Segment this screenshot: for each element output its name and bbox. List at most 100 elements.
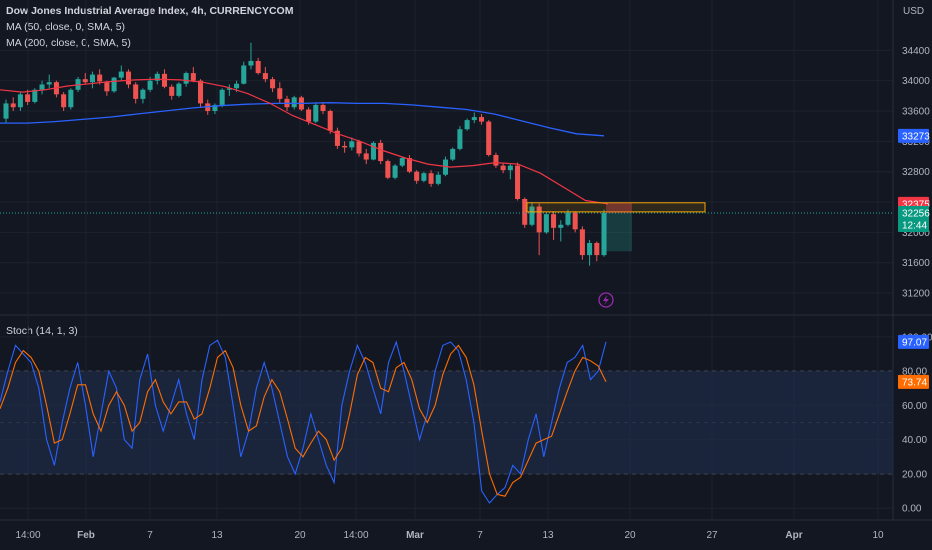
candle-body — [515, 165, 521, 199]
candle-body — [543, 214, 549, 233]
time-tick-label: 13 — [211, 530, 223, 541]
candle-body — [435, 174, 441, 184]
candle-body — [82, 79, 88, 83]
candles — [3, 42, 607, 266]
candle-body — [601, 212, 607, 256]
stoch-tag-value: 73.74 — [902, 377, 927, 388]
candle-body — [579, 229, 585, 256]
time-tick-label: 13 — [542, 530, 554, 541]
candle-body — [457, 129, 463, 149]
candle-body — [17, 94, 23, 108]
stoch-legend-label: Stoch (14, 1, 3) — [6, 325, 78, 337]
ma50-line — [0, 78, 609, 205]
candle-body — [306, 109, 312, 122]
time-tick-label: 10 — [872, 530, 884, 541]
candle-body — [176, 83, 182, 96]
target-zone — [606, 212, 632, 252]
candle-body — [140, 89, 146, 99]
stoch-tick-label: 40.00 — [902, 435, 927, 446]
candle-body — [3, 103, 9, 119]
time-tick-label: 20 — [294, 530, 306, 541]
candle-body — [262, 73, 268, 80]
candle-body — [190, 73, 196, 81]
candle-body — [248, 60, 254, 66]
stoch-legend[interactable]: Stoch (14, 1, 3) — [6, 325, 78, 337]
price-tag-value: 33273 — [902, 131, 930, 142]
candle-body — [39, 84, 45, 90]
price-axis[interactable]: 3440034000336003320032800324003200031600… — [898, 46, 932, 515]
price-tick-label: 32800 — [902, 167, 930, 178]
candle-body — [342, 145, 348, 148]
candle-body — [464, 120, 470, 130]
candle-body — [68, 89, 74, 108]
stoch-tick-label: 0.00 — [902, 504, 922, 515]
candle-body — [428, 173, 434, 184]
time-tick-label: 7 — [147, 530, 153, 541]
candle-body — [594, 242, 600, 256]
ma50-legend-label: MA (50, close, 0, SMA, 5) — [6, 21, 126, 33]
candle-body — [111, 77, 117, 92]
candle-body — [486, 121, 492, 156]
candle-body — [10, 103, 16, 108]
ma200-legend[interactable]: MA (200, close, 0, SMA, 5) — [6, 37, 131, 49]
price-tick-label: 33600 — [902, 107, 930, 118]
candle-body — [370, 142, 376, 160]
candle-body — [450, 148, 456, 160]
candle-body — [507, 165, 513, 171]
currency-label: USD — [903, 6, 924, 17]
price-tag-value: 32375 — [902, 199, 930, 210]
price-tag-last — [898, 205, 929, 232]
time-tick-label: 27 — [706, 530, 718, 541]
candle-body — [378, 142, 384, 162]
stoch-band — [0, 371, 893, 474]
price-tick-label: 34000 — [902, 76, 930, 87]
stoch-tick-label: 80.00 — [902, 367, 927, 378]
candle-body — [313, 104, 319, 122]
candle-body — [551, 214, 557, 228]
stoch-d-tag — [898, 374, 929, 389]
candle-body — [154, 73, 160, 81]
candle-body — [89, 74, 95, 83]
time-tick-label: 7 — [477, 530, 483, 541]
candle-countdown: 12:44 — [902, 220, 927, 231]
candle-body — [399, 158, 405, 166]
candle-body — [118, 71, 124, 78]
candle-body — [421, 173, 427, 181]
time-tick-label: Apr — [785, 530, 802, 541]
candle-body — [414, 171, 420, 181]
candle-body — [161, 73, 168, 87]
candle-body — [522, 198, 528, 225]
candle-body — [558, 224, 564, 228]
candle-body — [536, 206, 542, 233]
candle-body — [363, 153, 369, 160]
time-axis[interactable]: 14:00 Feb 7 13 20 14:00 Mar 7 13 20 27 Apr 10 — [15, 530, 884, 541]
candle-body — [183, 73, 189, 84]
time-tick-label: Mar — [406, 530, 424, 541]
price-tick-label: 34400 — [902, 46, 930, 57]
candle-body — [334, 130, 340, 146]
stoch-tag-value: 97.07 — [902, 337, 927, 348]
candle-body — [147, 80, 153, 90]
candle-body — [442, 159, 449, 175]
candle-body — [61, 94, 67, 108]
candle-body — [493, 155, 499, 166]
candle-body — [572, 212, 578, 230]
stoch-lines — [0, 339, 607, 504]
price-tick-label: 31600 — [902, 258, 930, 269]
candle-body — [241, 65, 247, 84]
candle-body — [169, 86, 175, 96]
stop-zone — [606, 202, 632, 213]
candle-body — [385, 161, 391, 178]
stoch-k-line — [0, 339, 607, 504]
overlays — [0, 202, 893, 308]
time-tick-label: 14:00 — [15, 530, 40, 541]
candle-body — [277, 88, 283, 99]
candle-body — [291, 97, 297, 108]
candle-body — [327, 111, 333, 131]
stoch-tick-label: 60.00 — [902, 401, 927, 412]
resistance-box — [526, 202, 706, 213]
ma50-legend[interactable]: MA (50, close, 0, SMA, 5) — [6, 21, 125, 33]
candle-body — [478, 117, 485, 122]
stoch-d-line — [0, 344, 607, 497]
